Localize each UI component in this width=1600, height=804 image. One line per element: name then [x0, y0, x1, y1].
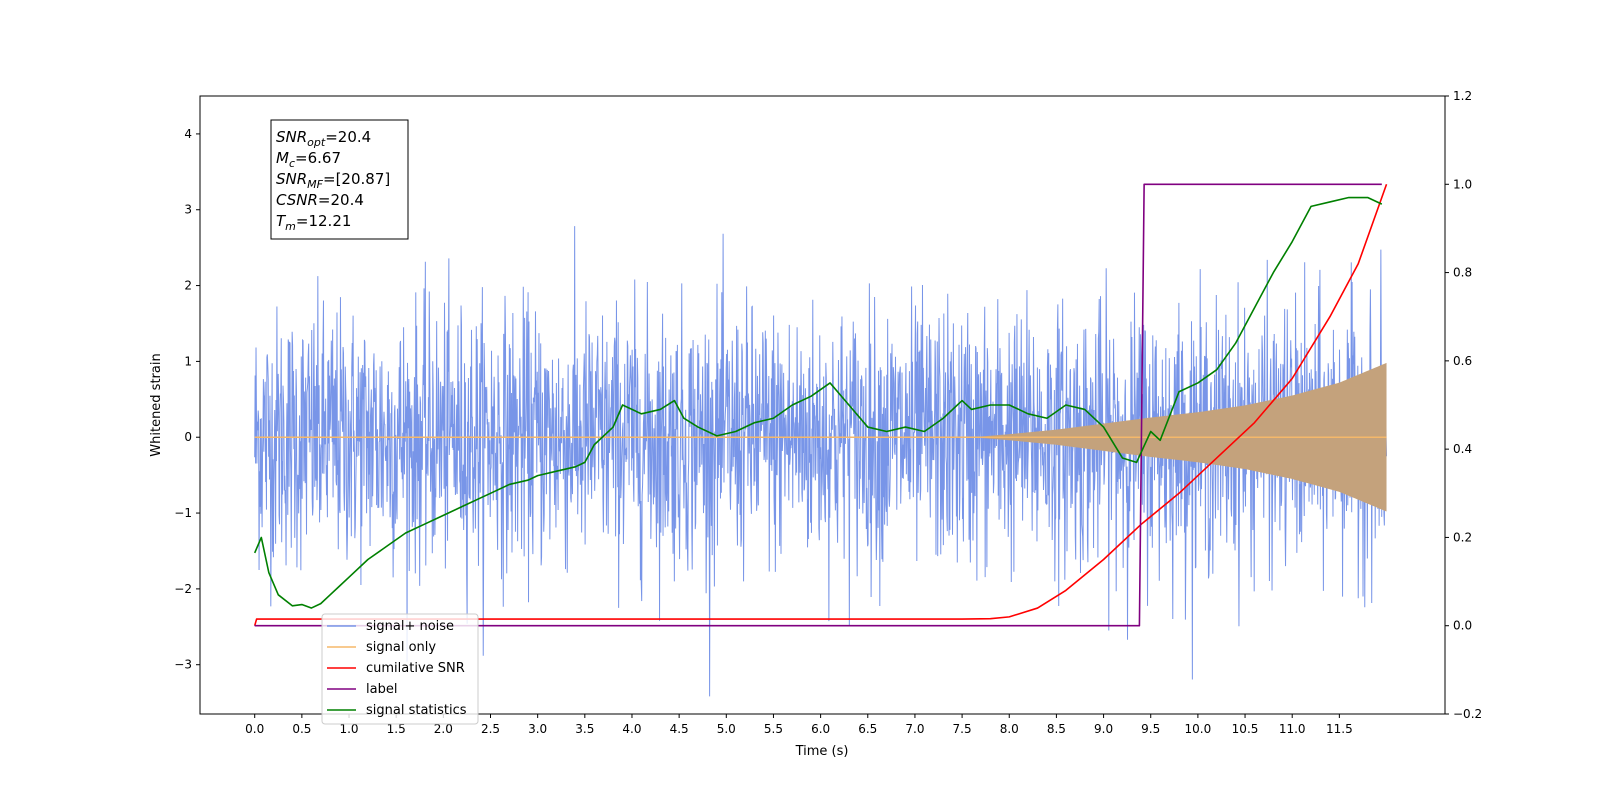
annotation-subscript: opt — [307, 136, 326, 149]
y-tick-label: 1 — [184, 354, 192, 368]
annotation-value: =12.21 — [296, 212, 352, 230]
annotation-value: =20.4 — [318, 191, 364, 209]
x-tick-label: 0.5 — [292, 722, 311, 736]
series-cumilative-snr — [253, 184, 1388, 626]
y-tick-label: −3 — [174, 658, 192, 672]
x-tick-label: 2.0 — [434, 722, 453, 736]
annotation-subscript: m — [285, 220, 296, 233]
y-tick-label: 2 — [184, 279, 192, 293]
legend-frame — [321, 613, 479, 725]
x-tick-label: 6.5 — [858, 722, 877, 736]
legend-label: label — [366, 682, 397, 697]
y-axis-left: −3 −2 −1 0 1 2 3 4 — [174, 127, 200, 672]
y-tick-label: 3 — [184, 203, 192, 217]
y-axis-right: −0.2 0.0 0.2 0.4 0.6 0.8 1.0 1.2 — [1445, 89, 1482, 721]
annotation-line: CSNR=20.4 — [276, 191, 364, 209]
x-tick-label: 9.0 — [1094, 722, 1113, 736]
y2-tick-label: 0.6 — [1453, 354, 1472, 368]
y2-tick-label: 0.2 — [1453, 530, 1472, 544]
y2-tick-label: 1.2 — [1453, 89, 1472, 103]
y-tick-label: 0 — [184, 430, 192, 444]
y2-tick-label: −0.2 — [1453, 707, 1482, 721]
series-line — [253, 196, 1383, 609]
annotation-line: SNRMF=[20.87] — [276, 170, 390, 191]
annotation-symbol: T — [276, 212, 287, 230]
series-line — [254, 183, 1382, 627]
annotation-symbol: CSNR — [276, 191, 318, 209]
annotation-symbol: M — [276, 149, 289, 167]
x-tick-label: 10.0 — [1185, 722, 1212, 736]
series-signal-statistics — [253, 196, 1383, 609]
y-axis-label: Whitened strain — [149, 353, 164, 456]
annotation-line: SNRopt=20.4 — [276, 128, 371, 149]
y2-tick-label: 0.4 — [1453, 442, 1472, 456]
y-tick-label: −1 — [174, 506, 192, 520]
legend: signal+ noise signal only cumilative SNR la… — [321, 613, 479, 725]
x-tick-label: 9.5 — [1141, 722, 1160, 736]
x-tick-label: 10.5 — [1232, 722, 1259, 736]
x-tick-label: 4.5 — [670, 722, 689, 736]
annotation-symbol: SNR — [276, 170, 307, 188]
annotation-value: =20.4 — [325, 128, 371, 146]
legend-label: signal statistics — [366, 703, 467, 718]
y2-tick-label: 1.0 — [1453, 177, 1472, 191]
x-tick-label: 8.0 — [1000, 722, 1019, 736]
annotation-value: =[20.87] — [323, 170, 390, 188]
x-tick-label: 1.0 — [339, 722, 358, 736]
y-tick-label: 4 — [184, 127, 192, 141]
x-tick-label: 11.0 — [1279, 722, 1306, 736]
y2-tick-label: 0.0 — [1453, 619, 1472, 633]
x-tick-label: 3.0 — [528, 722, 547, 736]
x-tick-label: 1.5 — [387, 722, 406, 736]
annotation-value: =6.67 — [295, 149, 341, 167]
x-axis-label: Time (s) — [795, 744, 849, 759]
x-axis: 0.0 0.5 1.0 1.5 2.0 2.5 3.0 3.5 4.0 4.5 5.0 5.5 6.0 6… — [245, 714, 1353, 736]
y-tick-label: −2 — [174, 582, 192, 596]
series-line — [253, 184, 1388, 626]
annotation-line: Mc=6.67 — [276, 149, 341, 170]
x-tick-label: 11.5 — [1326, 722, 1353, 736]
x-tick-label: 4.0 — [622, 722, 641, 736]
x-tick-label: 7.0 — [905, 722, 924, 736]
x-tick-label: 5.0 — [717, 722, 736, 736]
x-tick-label: 3.5 — [575, 722, 594, 736]
annotation-line: Tm=12.21 — [276, 212, 351, 233]
plot-frame — [199, 95, 1446, 715]
legend-label: signal+ noise — [366, 619, 454, 634]
annotation-frame — [270, 119, 409, 240]
annotation-symbol: SNR — [276, 128, 307, 146]
legend-label: cumilative SNR — [366, 661, 465, 676]
x-tick-label: 6.0 — [811, 722, 830, 736]
x-tick-label: 5.5 — [764, 722, 783, 736]
series-signal-only — [254, 362, 1387, 512]
series-layer — [253, 183, 1388, 697]
annotation-subscript: MF — [307, 178, 323, 191]
legend-label: signal only — [366, 640, 436, 655]
y2-tick-label: 0.8 — [1453, 266, 1472, 280]
annotation-box: SNRopt=20.4Mc=6.67SNRMF=[20.87]CSNR=20.4… — [270, 119, 409, 240]
annotation-subscript: c — [289, 157, 295, 170]
x-tick-label: 7.5 — [953, 722, 972, 736]
series-label — [254, 183, 1382, 627]
x-tick-label: 2.5 — [481, 722, 500, 736]
x-tick-label: 0.0 — [245, 722, 264, 736]
x-tick-label: 8.5 — [1047, 722, 1066, 736]
